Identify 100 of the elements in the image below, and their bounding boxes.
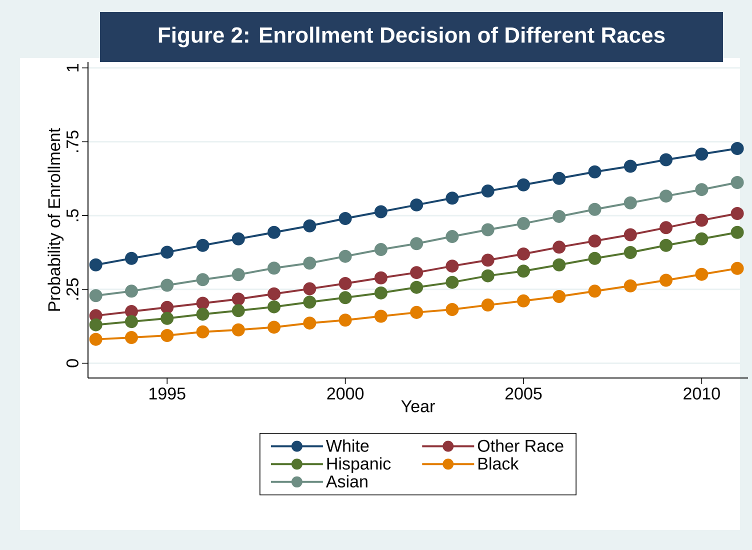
point: [196, 308, 210, 321]
point: [338, 314, 352, 327]
point: [588, 284, 602, 298]
point: [730, 226, 744, 239]
y-axis-title: Probability of Enrollment: [48, 128, 64, 311]
point: [552, 290, 566, 303]
y-tick-label: .75: [66, 130, 78, 152]
point: [516, 264, 530, 278]
point: [303, 316, 316, 330]
point: [695, 148, 708, 161]
point: [268, 300, 281, 314]
point: [410, 306, 424, 319]
legend-label: Hispanic: [327, 457, 391, 474]
point: [374, 243, 388, 256]
point: [695, 214, 708, 227]
point: [410, 237, 424, 250]
point: [516, 294, 530, 308]
point: [552, 172, 566, 185]
point: [232, 292, 245, 306]
point: [730, 262, 744, 275]
point: [410, 266, 424, 280]
point: [481, 269, 494, 282]
point: [124, 315, 138, 328]
point: [268, 262, 281, 275]
point: [730, 207, 744, 220]
point: [196, 325, 210, 338]
x-tick-label: 2000: [327, 388, 364, 400]
point: [695, 183, 708, 196]
point: [124, 284, 138, 298]
point: [695, 232, 708, 246]
point: [516, 247, 530, 260]
point: [338, 250, 352, 263]
point: [303, 256, 316, 270]
point: [481, 298, 494, 312]
point: [374, 310, 388, 323]
point: [89, 289, 102, 302]
point: [303, 219, 316, 232]
point: [268, 226, 281, 239]
legend-label: Other Race: [478, 439, 564, 452]
point: [552, 240, 566, 254]
point: [730, 176, 744, 189]
legend-label: Asian: [326, 475, 368, 488]
point: [660, 221, 673, 234]
y-tick-label: 0: [66, 359, 78, 368]
legend-label: Black: [478, 457, 519, 470]
point: [160, 246, 174, 259]
point: [588, 252, 602, 265]
y-tick-label: .25: [66, 278, 78, 300]
point: [160, 328, 174, 342]
point: [446, 230, 459, 244]
point: [124, 252, 138, 265]
chart-title: Figure 2: Enrollment Decision of Different Races: [158, 26, 665, 48]
point: [695, 268, 708, 281]
legend-label: White: [326, 439, 369, 452]
point: [624, 279, 637, 292]
point: [89, 332, 102, 346]
y-tick-label: 1: [66, 64, 78, 72]
point: [124, 305, 138, 318]
x-tick-label: 2010: [684, 388, 720, 400]
x-tick-label: 2005: [505, 388, 542, 400]
point: [588, 234, 602, 248]
point: [232, 323, 245, 336]
point: [481, 223, 494, 236]
point: [481, 184, 494, 198]
point: [552, 258, 566, 272]
point: [410, 280, 424, 294]
y-tick-label: .5: [66, 209, 78, 222]
point: [232, 304, 245, 318]
point: [660, 238, 673, 252]
point: [232, 268, 245, 282]
point: [660, 190, 673, 203]
point: [196, 296, 210, 310]
point: [89, 258, 102, 272]
point: [660, 153, 673, 166]
point: [730, 142, 744, 156]
point: [303, 296, 316, 309]
point: [160, 300, 174, 314]
point: [446, 260, 459, 273]
point: [338, 276, 352, 290]
point: [268, 287, 281, 300]
point: [588, 202, 602, 216]
point: [89, 318, 102, 332]
point: [374, 271, 388, 284]
point: [196, 273, 210, 286]
point: [338, 291, 352, 304]
point: [268, 320, 281, 334]
point: [160, 312, 174, 325]
point: [516, 217, 530, 230]
point: [624, 228, 637, 242]
point: [160, 278, 174, 292]
point: [338, 212, 352, 226]
point: [232, 232, 245, 246]
point: [374, 286, 388, 300]
x-tick-label: 1995: [150, 388, 186, 400]
point: [624, 196, 637, 210]
point: [552, 210, 566, 223]
point: [374, 205, 388, 218]
point: [410, 198, 424, 212]
point: [660, 274, 673, 287]
point: [624, 246, 637, 259]
